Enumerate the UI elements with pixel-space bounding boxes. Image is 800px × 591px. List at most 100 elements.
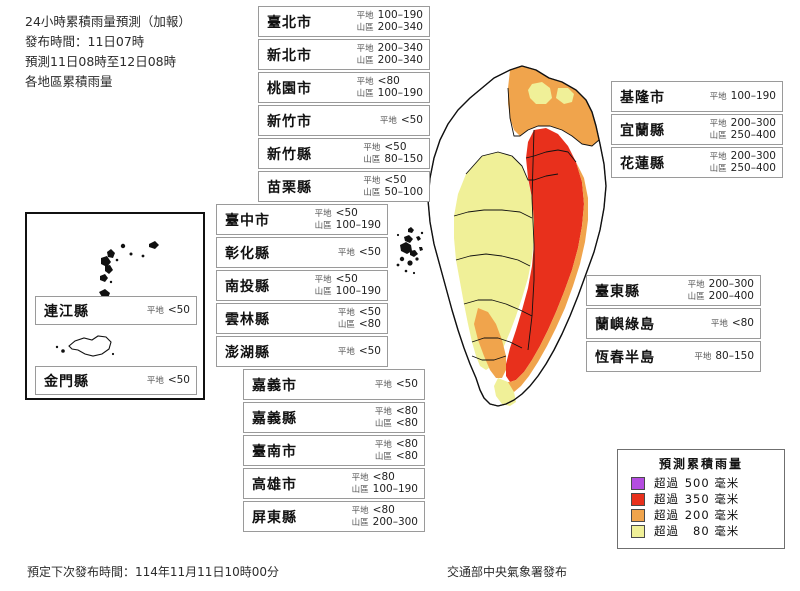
legend-unit: 毫米 — [714, 492, 740, 506]
legend-swatch-80 — [631, 524, 645, 538]
region-values: 平地 <80 山區 200–300 — [346, 504, 418, 529]
plain-label: 平地 — [351, 472, 369, 483]
mountain-label: 山區 — [356, 22, 374, 33]
region-values: 平地 <80 — [705, 317, 754, 331]
plain-value: <80 — [731, 316, 754, 329]
mountain-value: <80 — [395, 449, 418, 462]
next-issue-time: 預定下次發布時間：114年11月11日10時00分 — [27, 565, 279, 579]
region-box-hualien[interactable]: 花蓮縣 平地 200–300 山區 250–400 — [611, 147, 783, 178]
region-name: 金門縣 — [44, 373, 89, 390]
zone-over-80-west — [454, 152, 534, 370]
region-values: 平地 200–300 山區 200–400 — [682, 277, 754, 303]
taiwan-island-border — [427, 65, 607, 407]
region-box-taichung[interactable]: 臺中市 平地 <50 山區 100–190 — [216, 204, 388, 235]
forecast-header: 24小時累積雨量預測（加報） 發布時間：11日07時 預測11日08時至12日0… — [25, 12, 270, 92]
region-values: 平地 <50 — [141, 374, 190, 387]
header-subtitle: 各地區累積雨量 — [25, 74, 113, 89]
plain-label: 平地 — [374, 406, 392, 417]
plain-label: 平地 — [709, 91, 727, 102]
issuing-agency: 交通部中央氣象署發布 — [447, 565, 568, 579]
region-name: 彰化縣 — [225, 245, 270, 262]
region-name: 臺中市 — [225, 212, 270, 229]
value-row-mountain: 山區 100–190 — [315, 218, 381, 232]
region-box-hsinchu-city[interactable]: 新竹市 平地 <50 — [258, 105, 430, 136]
legend-row-80: 超過 80 毫米 — [618, 523, 784, 539]
mountain-value: 250–400 — [730, 128, 776, 141]
kinmen-islets — [55, 345, 115, 356]
value-row-mountain: 山區 <80 — [337, 317, 381, 331]
legend-label-500: 超過 500 毫米 — [654, 475, 739, 491]
region-box-chiayi-county[interactable]: 嘉義縣 平地 <80 山區 <80 — [243, 402, 425, 433]
plain-value: <80 — [372, 470, 395, 483]
mountain-label: 山區 — [709, 163, 727, 174]
region-box-hengchun-peninsula[interactable]: 恆春半島 平地 80–150 — [586, 341, 761, 372]
legend-prefix: 超過 — [654, 524, 679, 538]
value-row-plain: 平地 <50 — [314, 207, 381, 220]
legend-label-350: 超過 350 毫米 — [654, 491, 739, 507]
rainfall-legend: 預測累積雨量 超過 500 毫米 超過 350 毫米 超過 200 毫米 超過 … — [617, 449, 785, 549]
mountain-value: <80 — [358, 317, 381, 330]
mountain-label: 山區 — [356, 55, 374, 66]
region-box-yunlin[interactable]: 雲林縣 平地 <50 山區 <80 — [216, 303, 388, 334]
value-row-mountain: 山區 50–100 — [363, 186, 423, 199]
region-box-yilan[interactable]: 宜蘭縣 平地 200–300 山區 250–400 — [611, 114, 783, 145]
value-row-plain: 平地 <50 — [147, 374, 190, 387]
mountain-label: 山區 — [363, 187, 381, 198]
region-box-taipei[interactable]: 臺北市 平地 100–190 山區 200–340 — [258, 6, 430, 37]
region-box-hsinchu-county[interactable]: 新竹縣 平地 <50 山區 80–150 — [258, 138, 430, 169]
region-box-miaoli[interactable]: 苗栗縣 平地 <50 山區 50–100 — [258, 171, 430, 202]
legend-row-350: 超過 350 毫米 — [618, 491, 784, 507]
mountain-value: 100–190 — [335, 218, 381, 231]
region-box-chiayi-city[interactable]: 嘉義市 平地 <50 — [243, 369, 425, 400]
plain-value: <50 — [395, 377, 418, 390]
region-box-lienchiang[interactable]: 連江縣 平地 <50 — [35, 296, 197, 325]
matsu-islands — [99, 241, 179, 302]
region-values: 平地 200–300 山區 250–400 — [704, 150, 776, 175]
region-name: 蘭嶼綠島 — [595, 316, 655, 333]
region-box-new-taipei[interactable]: 新北市 平地 200–340 山區 200–340 — [258, 39, 430, 70]
region-values: 平地 <50 — [332, 246, 381, 260]
region-name: 桃園市 — [267, 80, 312, 97]
region-box-pingtung[interactable]: 屏東縣 平地 <80 山區 200–300 — [243, 501, 425, 532]
mountain-value: 200–300 — [372, 515, 418, 528]
offshore-islands-inset: 連江縣 平地 <50 金門縣 平地 <50 — [25, 212, 205, 400]
zone-over-80-taipei-basin — [528, 82, 552, 104]
region-box-taoyuan[interactable]: 桃園市 平地 <80 山區 100–190 — [258, 72, 430, 103]
legend-prefix: 超過 — [654, 492, 679, 506]
value-row-mountain: 山區 250–400 — [709, 162, 776, 175]
region-box-kaohsiung[interactable]: 高雄市 平地 <80 山區 100–190 — [243, 468, 425, 499]
region-box-nantou[interactable]: 南投縣 平地 <50 山區 100–190 — [216, 270, 388, 301]
plain-label: 平地 — [314, 208, 332, 219]
region-box-taitung[interactable]: 臺東縣 平地 200–300 山區 200–400 — [586, 275, 761, 306]
value-row-mountain: 山區 80–150 — [363, 153, 423, 166]
taiwan-rainfall-map — [386, 60, 626, 430]
value-row-plain: 平地 <50 — [338, 345, 381, 359]
value-row-mountain: 山區 200–300 — [352, 515, 418, 529]
region-name: 恆春半島 — [595, 349, 655, 366]
region-box-penghu[interactable]: 澎湖縣 平地 <50 — [216, 336, 388, 367]
region-values: 平地 <80 山區 <80 — [369, 405, 418, 430]
value-row-plain: 平地 <80 — [351, 470, 418, 484]
value-row-plain: 平地 <50 — [338, 306, 381, 319]
plain-value: 200–300 — [708, 277, 754, 290]
value-row-plain: 平地 100–190 — [357, 9, 423, 22]
legend-row-200: 超過 200 毫米 — [618, 507, 784, 523]
value-row-plain: 平地 <80 — [357, 75, 423, 88]
legend-swatch-350 — [631, 492, 645, 506]
region-values: 平地 <80 山區 100–190 — [346, 470, 418, 496]
plain-value: 200–300 — [730, 116, 776, 129]
plain-value: <50 — [167, 303, 190, 316]
value-row-plain: 平地 <50 — [363, 174, 423, 187]
region-box-changhua[interactable]: 彰化縣 平地 <50 — [216, 237, 388, 268]
mountain-value: 100–190 — [335, 284, 381, 297]
mountain-label: 山區 — [337, 319, 355, 330]
plain-label: 平地 — [709, 151, 727, 162]
plain-label: 平地 — [356, 43, 374, 54]
mountain-label: 山區 — [314, 286, 332, 297]
region-box-lanyu-ludao[interactable]: 蘭嶼綠島 平地 <80 — [586, 308, 761, 339]
region-box-tainan[interactable]: 臺南市 平地 <80 山區 <80 — [243, 435, 425, 466]
value-row-mountain: 山區 <80 — [375, 417, 418, 430]
region-box-keelung[interactable]: 基隆市 平地 100–190 — [611, 81, 783, 112]
region-values: 平地 100–190 山區 200–340 — [351, 9, 423, 34]
region-box-kinmen[interactable]: 金門縣 平地 <50 — [35, 366, 197, 395]
